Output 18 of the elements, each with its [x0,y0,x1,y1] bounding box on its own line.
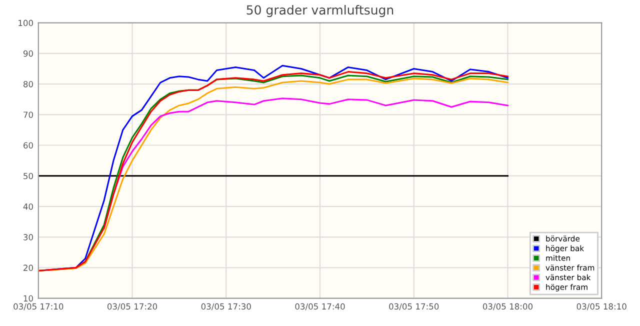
chart-title: 50 grader varmluftsugn [246,4,394,18]
y-tick-label: 20 [24,264,33,271]
x-tick-label: 03/05 17:40 [295,303,345,310]
y-tick-label: 100 [18,20,33,26]
y-tick-label: 90 [23,50,33,57]
y-tick-label: 40 [23,203,33,210]
y-tick-label: 70 [24,112,33,118]
x-tick-label: 03/05 18:10 [576,303,626,310]
x-tick-label: 03/05 17:50 [389,303,439,310]
x-tick-label: 03/05 17:20 [107,303,158,310]
y-tick-label: 60 [24,142,33,149]
y-tick-label: 30 [24,234,33,240]
y-tick-label: 50 [24,172,33,180]
x-tick-label: 03/05 17:10 [14,303,64,310]
y-tick-label: 80 [24,81,33,88]
x-tick-label: 03/05 18:00 [482,303,533,310]
x-tick-label: 03/05 17:30 [201,303,251,310]
y-tick-label: 10 [24,295,33,302]
